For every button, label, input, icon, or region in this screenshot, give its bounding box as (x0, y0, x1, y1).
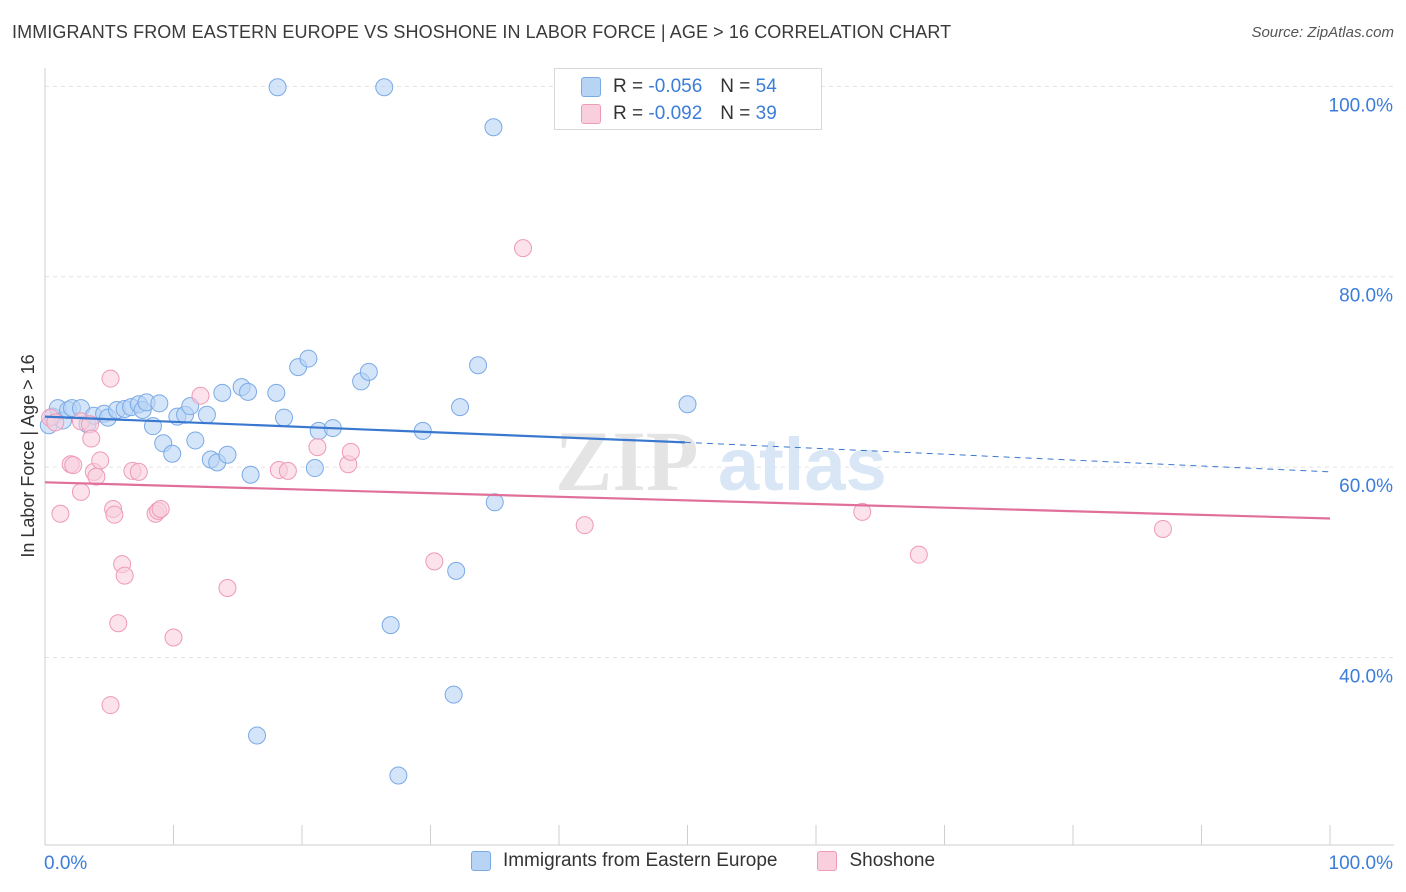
point-eastern-europe (267, 383, 286, 402)
trend-eastern-europe-extension (684, 441, 1331, 473)
point-eastern-europe (299, 349, 318, 368)
point-eastern-europe (389, 766, 408, 785)
stats-legend: R = -0.056 N = 54 R = -0.092 N = 39 (554, 68, 822, 130)
trend-shoshone (44, 481, 1331, 520)
point-eastern-europe (241, 465, 260, 484)
point-eastern-europe (163, 444, 182, 463)
series-legend: Immigrants from Eastern Europe Shoshone (0, 850, 1406, 872)
r-value: -0.092 (648, 103, 703, 124)
legend-label-shoshone: Shoshone (849, 850, 936, 871)
point-shoshone (101, 696, 120, 715)
point-shoshone (82, 429, 101, 448)
point-shoshone (71, 482, 90, 501)
point-shoshone (91, 451, 110, 470)
point-eastern-europe (451, 398, 470, 417)
point-shoshone (514, 239, 533, 258)
point-eastern-europe (375, 78, 394, 97)
point-eastern-europe (469, 356, 488, 375)
point-eastern-europe (268, 78, 287, 97)
point-eastern-europe (359, 362, 378, 381)
y-tick-label: 40.0% (1339, 666, 1393, 687)
point-shoshone (425, 552, 444, 571)
point-shoshone (909, 545, 928, 564)
n-label: N = (720, 103, 751, 124)
point-eastern-europe (218, 445, 237, 464)
r-value: -0.056 (648, 76, 703, 97)
point-shoshone (575, 516, 594, 535)
source-note: Source: ZipAtlas.com (1251, 24, 1394, 41)
point-shoshone (164, 628, 183, 647)
y-tick-label: 100.0% (1329, 95, 1394, 116)
n-value: 39 (755, 103, 777, 124)
point-eastern-europe (485, 493, 504, 512)
point-shoshone (341, 442, 360, 461)
point-shoshone (1153, 519, 1172, 538)
point-eastern-europe (305, 459, 324, 478)
legend-label-eastern-europe: Immigrants from Eastern Europe (502, 850, 778, 871)
point-shoshone (51, 504, 70, 523)
legend-item-eastern-europe[interactable]: Immigrants from Eastern Europe (470, 850, 778, 872)
watermark: ZIP atlas (555, 413, 887, 509)
watermark-zip: ZIP (555, 413, 698, 509)
pink-swatch (581, 104, 601, 124)
y-tick-label: 80.0% (1339, 286, 1393, 307)
legend-swatch-pink (817, 851, 838, 871)
point-shoshone (115, 566, 134, 585)
point-shoshone (191, 386, 210, 405)
point-eastern-europe (444, 685, 463, 704)
point-shoshone (218, 578, 237, 597)
x-tick-label-left: 0.0% (44, 853, 87, 874)
trend-lines (44, 415, 1331, 520)
legend-swatch-blue (470, 851, 491, 871)
point-shoshone (105, 505, 124, 524)
point-shoshone (109, 614, 128, 633)
chart-title: IMMIGRANTS FROM EASTERN EUROPE VS SHOSHO… (12, 22, 952, 42)
y-axis-label: In Labor Force | Age > 16 (18, 354, 38, 557)
point-shoshone (101, 369, 120, 388)
r-label: R = (613, 103, 644, 124)
grid (45, 85, 1394, 658)
r-label: R = (613, 76, 644, 97)
point-shoshone (64, 456, 83, 475)
y-tick-labels: 100.0% 80.0% 60.0% 40.0% (1329, 95, 1394, 687)
n-label: N = (720, 76, 751, 97)
trend-eastern-europe (44, 415, 685, 444)
x-tick-labels: 0.0% 100.0% (44, 853, 1393, 874)
stats-row-blue: R = -0.056 N = 54 (581, 74, 777, 100)
blue-swatch (581, 77, 601, 97)
point-eastern-europe (275, 408, 294, 427)
point-shoshone (853, 502, 872, 521)
point-eastern-europe (381, 616, 400, 635)
point-shoshone (129, 462, 148, 481)
axes (44, 68, 1394, 846)
point-eastern-europe (186, 431, 205, 450)
point-eastern-europe (213, 383, 232, 402)
point-shoshone (308, 438, 327, 457)
n-value: 54 (755, 76, 777, 97)
point-eastern-europe (447, 561, 466, 580)
point-shoshone (278, 461, 297, 480)
point-shoshone (151, 499, 170, 518)
point-eastern-europe (248, 726, 267, 745)
point-eastern-europe (678, 395, 697, 414)
watermark-atlas: atlas (718, 423, 887, 506)
legend-item-shoshone[interactable]: Shoshone (817, 850, 935, 872)
x-tick-label-right: 100.0% (1329, 853, 1394, 874)
stats-row-pink: R = -0.092 N = 39 (581, 101, 777, 127)
y-tick-label: 60.0% (1339, 476, 1393, 497)
point-eastern-europe (484, 118, 503, 137)
point-eastern-europe (197, 405, 216, 424)
point-eastern-europe (239, 382, 258, 401)
point-eastern-europe (150, 394, 169, 413)
